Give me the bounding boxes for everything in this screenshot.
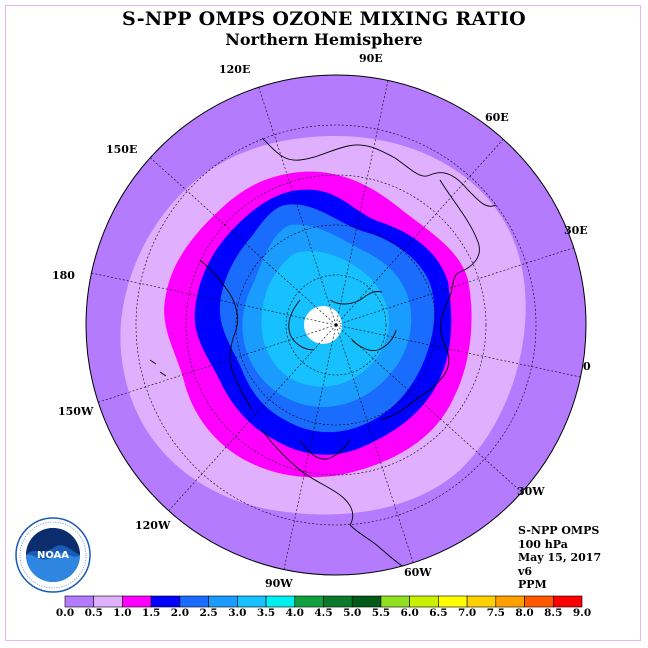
coastlines — [149, 137, 497, 571]
lon-label-60w: 60W — [404, 566, 432, 579]
latitude-circle — [135, 124, 537, 526]
info-block: S-NPP OMPS 100 hPa May 15, 2017 v6 PPM — [518, 524, 601, 592]
lon-label-90w: 90W — [265, 577, 293, 590]
lon-label-0: 0 — [583, 360, 591, 373]
lon-label-30w: 30W — [517, 485, 545, 498]
lon-label-120e: 120E — [219, 63, 251, 76]
graticule — [91, 80, 581, 570]
longitude-line — [335, 324, 581, 378]
colorbar-tick-label: 6.0 — [400, 607, 419, 619]
longitude-line — [91, 272, 337, 326]
longitude-line — [150, 157, 337, 326]
page-title: S-NPP OMPS OZONE MIXING RATIO — [121, 8, 527, 30]
lon-label-150w: 150W — [58, 405, 94, 418]
latitude-circle — [185, 174, 487, 476]
colorbar-tick-label: 7.0 — [457, 607, 477, 619]
info-version: v6 — [518, 564, 533, 578]
longitude-line — [335, 324, 522, 493]
colorbar-tick-label: 6.5 — [429, 607, 448, 619]
colorbar-tick-label: 5.0 — [343, 607, 362, 619]
colorbar-tick-label: 7.5 — [486, 607, 505, 619]
globe-outline — [85, 74, 587, 576]
colorbar-tick-label: 5.5 — [371, 607, 391, 619]
info-date: May 15, 2017 — [518, 551, 602, 564]
noaa-logo-icon: NOAA — [15, 517, 91, 593]
logo-text: NOAA — [37, 550, 69, 561]
colorbar-tick-label: 4.0 — [285, 607, 304, 619]
info-instrument: S-NPP OMPS — [518, 524, 600, 537]
lon-label-60e: 60E — [485, 111, 509, 124]
colorbar-tick-label: 0.0 — [55, 607, 75, 619]
longitude-line — [335, 80, 389, 326]
info-level: 100 hPa — [518, 537, 568, 551]
info-units: PPM — [518, 578, 547, 591]
longitude-line — [335, 324, 414, 563]
lon-label-90e: 90E — [359, 52, 383, 65]
colorbar-tick-label: 8.5 — [544, 607, 563, 619]
polar-no-data — [304, 306, 342, 344]
colorbar-tick-label: 8.0 — [515, 607, 534, 619]
colorbar-tick-label: 3.5 — [256, 607, 276, 619]
lon-label-30e: 30E — [564, 224, 588, 237]
longitude-line — [258, 87, 337, 326]
colorbar-tick-label: 0.5 — [84, 607, 103, 619]
colorbar-tick-label: 2.0 — [170, 607, 190, 619]
colorbar-tick-label: 4.5 — [314, 607, 333, 619]
lon-label-150e: 150E — [106, 143, 138, 156]
colorbar-tick-label: 1.0 — [113, 607, 132, 619]
longitude-line — [168, 324, 337, 511]
longitude-line — [98, 324, 337, 403]
lon-label-120w: 120W — [135, 519, 171, 532]
longitude-line — [283, 324, 337, 570]
page-subtitle: Northern Hemisphere — [225, 30, 423, 49]
colorbar-tick-label: 9.0 — [572, 607, 592, 619]
ozone-field — [86, 75, 586, 575]
colorbar-tick-label: 2.5 — [199, 607, 218, 619]
longitude-line — [335, 247, 574, 326]
latitude-circle — [285, 274, 387, 376]
colorbar-tick-label: 3.0 — [228, 607, 247, 619]
lon-label-180: 180 — [52, 269, 75, 282]
colorbar-tick-label: 1.5 — [142, 607, 161, 619]
latitude-circle — [235, 224, 437, 426]
page-border — [5, 5, 641, 641]
longitude-line — [335, 139, 504, 326]
